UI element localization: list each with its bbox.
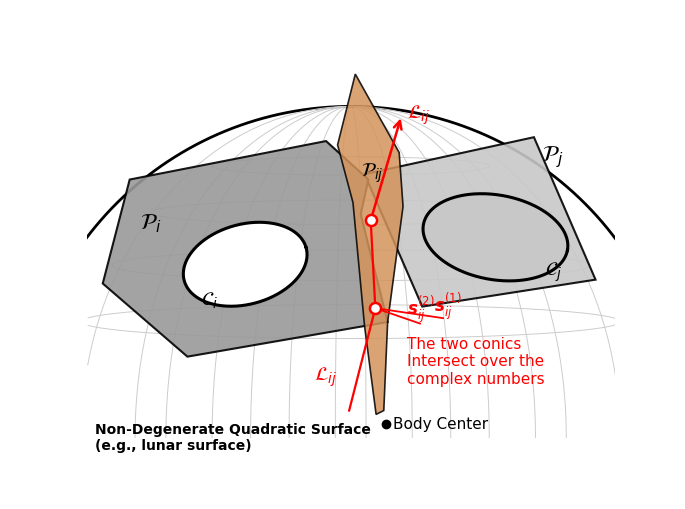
Polygon shape <box>338 75 403 415</box>
Text: $\mathcal{P}_j$: $\mathcal{P}_j$ <box>542 144 563 169</box>
Text: $\mathcal{P}_i$: $\mathcal{P}_i$ <box>140 212 161 234</box>
Text: $\boldsymbol{s}^{(2)}_{ij}$: $\boldsymbol{s}^{(2)}_{ij}$ <box>407 294 434 325</box>
Polygon shape <box>103 142 388 357</box>
Text: $\mathcal{L}_{ij}$: $\mathcal{L}_{ij}$ <box>314 365 338 388</box>
Text: The two conics
Intersect over the
complex numbers: The two conics Intersect over the comple… <box>407 336 545 386</box>
Text: Body Center: Body Center <box>393 416 488 431</box>
Text: $\mathcal{C}_i$: $\mathcal{C}_i$ <box>201 291 219 311</box>
Text: $\mathcal{P}_{ij}$: $\mathcal{P}_{ij}$ <box>361 161 384 185</box>
Polygon shape <box>184 223 307 306</box>
Text: Non-Degenerate Quadratic Surface
(e.g., lunar surface): Non-Degenerate Quadratic Surface (e.g., … <box>95 422 371 453</box>
Text: $\mathcal{L}_{ij}$: $\mathcal{L}_{ij}$ <box>407 103 430 127</box>
Polygon shape <box>423 194 568 281</box>
Text: $\boldsymbol{s}^{(1)}_{ij}$: $\boldsymbol{s}^{(1)}_{ij}$ <box>434 291 461 321</box>
Text: $\mathcal{C}_j$: $\mathcal{C}_j$ <box>545 260 562 283</box>
Polygon shape <box>364 138 595 307</box>
